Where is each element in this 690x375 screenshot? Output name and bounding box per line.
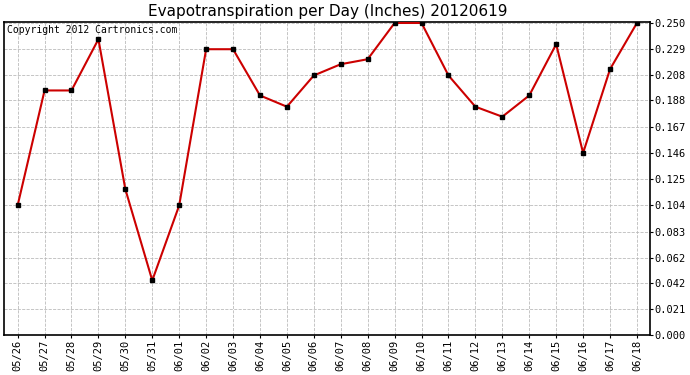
Text: Copyright 2012 Cartronics.com: Copyright 2012 Cartronics.com — [8, 25, 178, 35]
Title: Evapotranspiration per Day (Inches) 20120619: Evapotranspiration per Day (Inches) 2012… — [148, 4, 507, 19]
